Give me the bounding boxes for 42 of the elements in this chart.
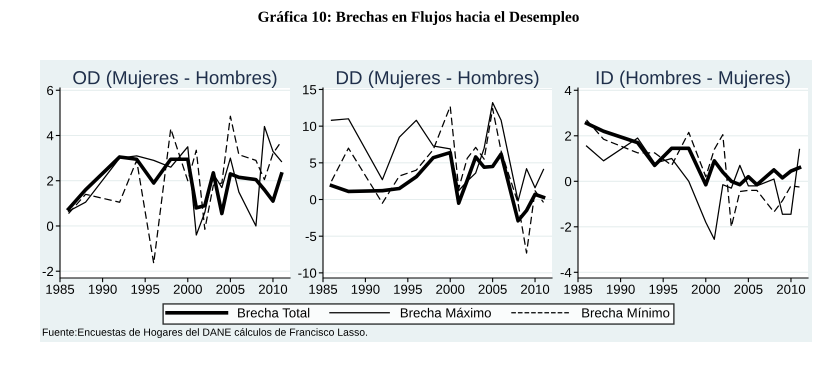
chart-title: ID (Hombres - Mujeres): [596, 70, 790, 88]
x-tick-label: 2010: [776, 284, 806, 294]
y-tick-label: 0: [46, 222, 54, 231]
x-tick-label: 1985: [46, 284, 74, 294]
y-tick-label: 5: [310, 158, 316, 168]
x-tick-label: 1985: [309, 284, 338, 294]
y-tick-label: 4: [46, 131, 54, 140]
x-tick-label: 1985: [564, 284, 592, 294]
y-tick-label: -4: [560, 268, 572, 278]
y-tick-label: 0: [310, 195, 316, 204]
y-tick-label: 6: [47, 86, 54, 96]
source-note: Fuente:Encuestas de Hogares del DANE cálculos de Francisco Lasso.: [42, 328, 368, 338]
x-tick-label: 2000: [436, 284, 464, 294]
x-tick-label: 2000: [174, 284, 202, 294]
x-tick-label: 1995: [650, 284, 678, 294]
x-tick-label: 2005: [734, 284, 762, 294]
legend-label: Brecha Mínimo: [582, 308, 670, 318]
x-tick-label: 1990: [352, 284, 380, 294]
x-tick-label: 2005: [216, 284, 244, 294]
x-tick-label: 2010: [258, 284, 288, 294]
legend-label: Brecha Máximo: [400, 308, 491, 318]
text: Gráfica 10: Brechas en Flujos hacia el Desempleo: [258, 10, 579, 26]
chart-title: OD (Mujeres - Hombres): [73, 70, 276, 88]
y-tick-label: -2: [42, 266, 54, 276]
x-tick-label: 2005: [478, 284, 507, 294]
x-tick-label: 1995: [394, 284, 422, 294]
y-tick-label: 0: [564, 176, 572, 186]
y-tick-label: -5: [306, 232, 316, 242]
y-tick-label: -10: [298, 268, 316, 278]
x-tick-label: 2010: [521, 284, 550, 294]
x-tick-label: 2000: [692, 284, 720, 294]
y-tick-label: 2: [565, 131, 572, 141]
y-tick-label: 15: [303, 85, 316, 94]
legend-label: Brecha Total: [238, 308, 310, 318]
y-tick-label: 4: [564, 86, 572, 96]
y-tick-label: 2: [47, 176, 54, 186]
y-tick-label: -2: [560, 222, 572, 232]
x-tick-label: 1995: [132, 284, 160, 294]
x-tick-label: 1990: [606, 284, 635, 294]
chart-title: DD (Mujeres - Hombres): [336, 70, 538, 88]
x-tick-label: 1990: [88, 284, 117, 294]
y-tick-label: 10: [303, 122, 316, 132]
